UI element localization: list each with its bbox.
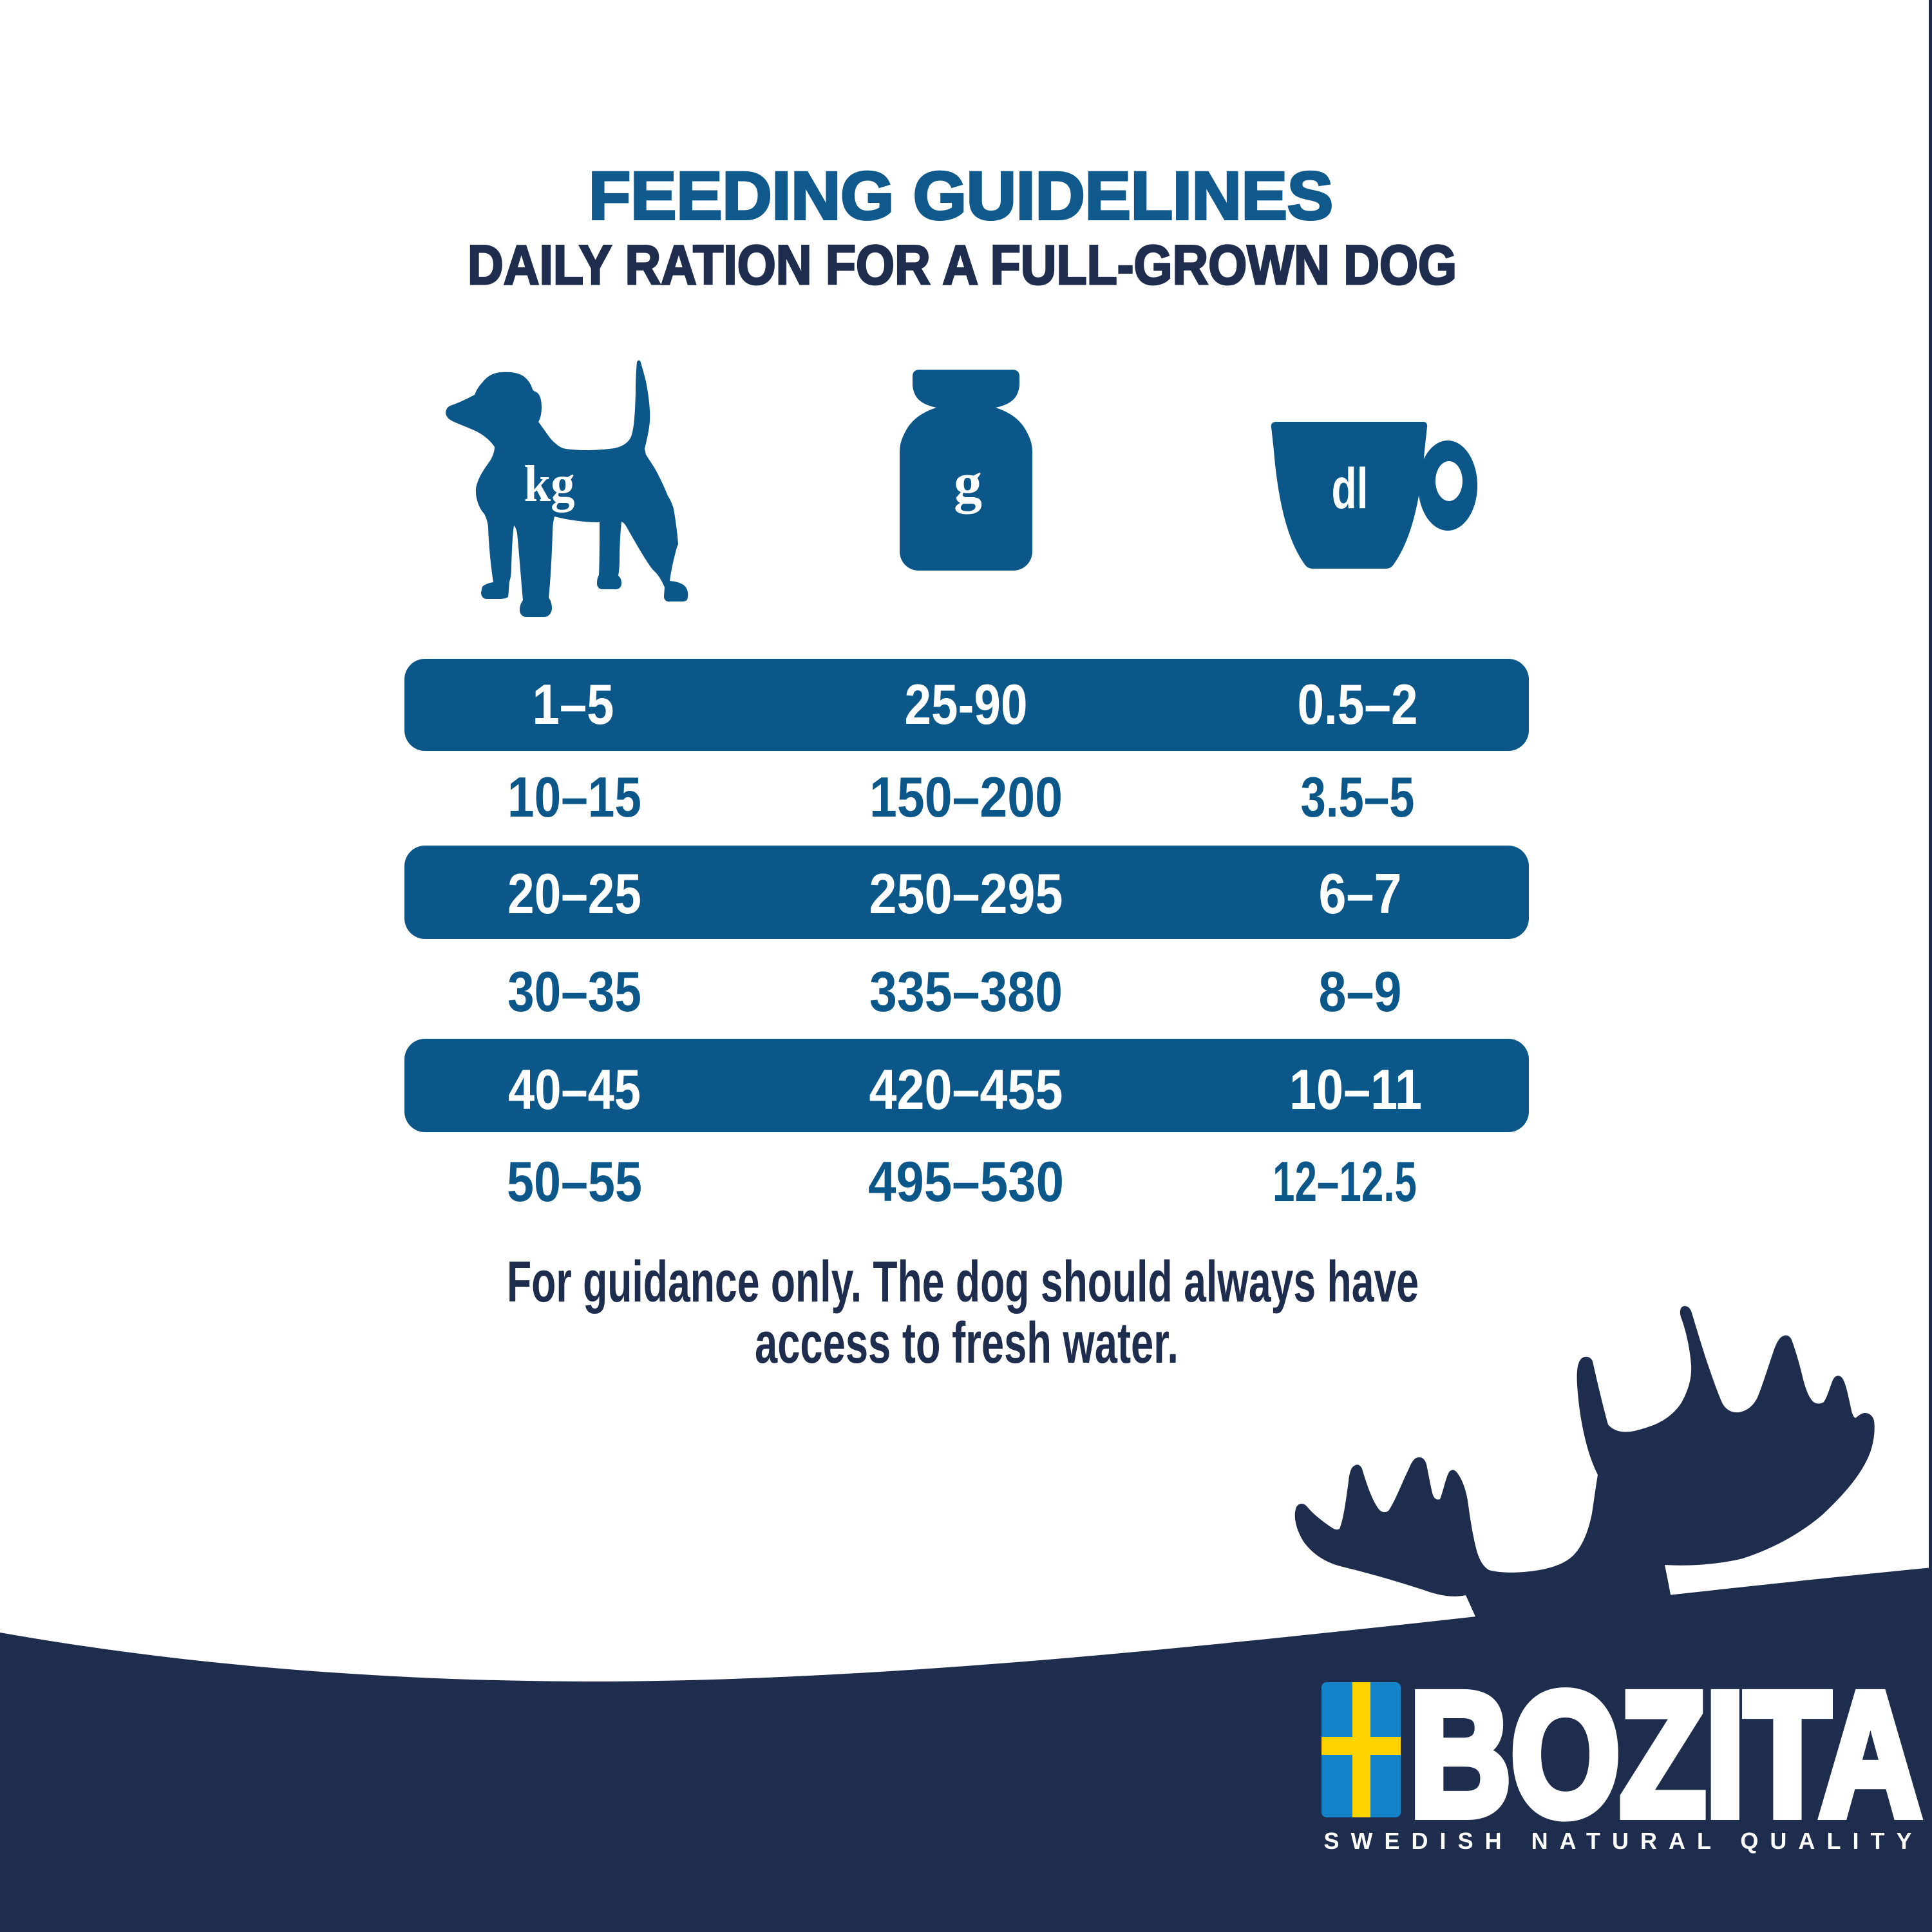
svg-text:12–12.5: 12–12.5 <box>1273 1150 1417 1213</box>
svg-text:8–9: 8–9 <box>1319 960 1402 1023</box>
svg-text:40–45: 40–45 <box>508 1057 641 1121</box>
svg-text:g: g <box>954 452 982 515</box>
svg-text:BOZITA: BOZITA <box>1410 1656 1921 1852</box>
svg-text:For guidance only. The dog sho: For guidance only. The dog should always… <box>507 1250 1419 1314</box>
svg-text:250–295: 250–295 <box>869 862 1063 925</box>
svg-text:3.5–5: 3.5–5 <box>1301 765 1415 829</box>
svg-text:50–55: 50–55 <box>507 1150 642 1213</box>
svg-text:25-90: 25-90 <box>905 672 1028 736</box>
svg-text:access to fresh water.: access to fresh water. <box>755 1311 1179 1376</box>
svg-text:495–530: 495–530 <box>868 1150 1064 1213</box>
svg-text:1–5: 1–5 <box>533 672 614 736</box>
svg-text:30–35: 30–35 <box>507 960 641 1023</box>
svg-text:SWEDISH NATURAL QUALITY: SWEDISH NATURAL QUALITY <box>1324 1828 1912 1854</box>
svg-text:10–11: 10–11 <box>1289 1057 1422 1121</box>
svg-text:335–380: 335–380 <box>869 960 1063 1023</box>
svg-text:0.5–2: 0.5–2 <box>1298 672 1418 736</box>
svg-text:DAILY RATION FOR A FULL-GROWN: DAILY RATION FOR A FULL-GROWN DOG <box>468 234 1457 296</box>
svg-text:kg: kg <box>524 456 575 513</box>
svg-text:10–15: 10–15 <box>507 765 641 829</box>
svg-text:dl: dl <box>1332 456 1368 520</box>
svg-text:FEEDING GUIDELINES: FEEDING GUIDELINES <box>589 158 1333 234</box>
svg-text:150–200: 150–200 <box>869 765 1063 829</box>
svg-text:20–25: 20–25 <box>507 862 641 925</box>
svg-text:6–7: 6–7 <box>1319 862 1402 925</box>
svg-text:420–455: 420–455 <box>869 1057 1063 1121</box>
